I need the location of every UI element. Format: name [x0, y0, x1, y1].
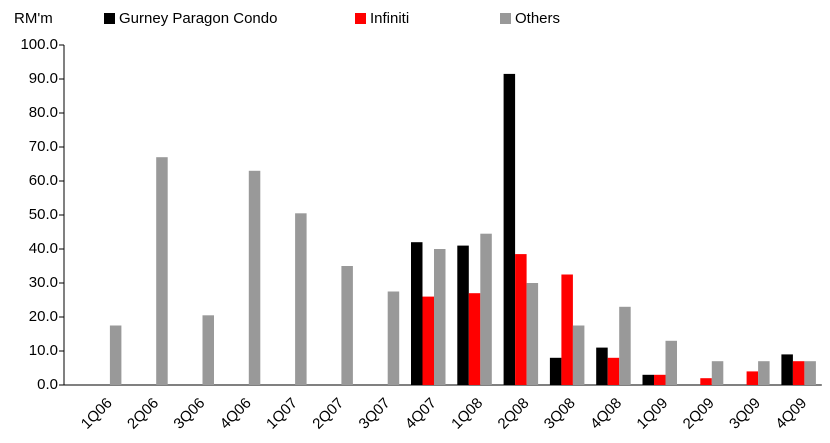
y-tick-label: 10.0: [29, 342, 58, 359]
y-tick-label: 30.0: [29, 274, 58, 291]
bar: [457, 245, 469, 385]
bar: [411, 242, 423, 385]
bar: [549, 357, 562, 385]
bar: [792, 361, 805, 385]
bar: [515, 254, 527, 385]
x-tick-label: 2Q09: [680, 395, 718, 433]
bar: [700, 378, 712, 385]
bar: [434, 249, 446, 385]
x-tick-label: 4Q07: [402, 395, 440, 433]
x-tick-label: 3Q09: [726, 395, 764, 433]
legend-swatch: [104, 13, 115, 24]
x-tick-label: 3Q07: [356, 395, 394, 433]
x-tick-label: 1Q08: [448, 395, 486, 433]
x-tick-label: 2Q07: [309, 395, 347, 433]
bar: [746, 371, 759, 385]
x-tick-label: 2Q06: [124, 395, 162, 433]
bar: [711, 361, 724, 385]
bar: [654, 374, 666, 385]
y-tick-label: 100.0: [20, 36, 58, 53]
bar: [387, 291, 400, 385]
x-tick-label: 3Q08: [541, 395, 579, 433]
bar: [758, 361, 770, 385]
bar: [295, 213, 307, 385]
bar: [341, 266, 353, 385]
x-tick-label: 4Q06: [217, 395, 255, 433]
legend-label: Gurney Paragon Condo: [119, 10, 277, 27]
legend-swatch: [355, 13, 366, 24]
bar: [642, 374, 654, 385]
y-tick-label: 80.0: [29, 104, 58, 121]
bar: [596, 347, 608, 385]
bar: [619, 306, 631, 385]
bar: [561, 274, 573, 385]
y-tick-label: 70.0: [29, 138, 58, 155]
bar: [665, 340, 677, 385]
bar: [468, 293, 481, 385]
legend-swatch: [500, 13, 511, 24]
bar: [607, 357, 620, 385]
x-tick-label: 2Q08: [495, 395, 533, 433]
bar: [572, 325, 585, 385]
x-tick-label: 1Q09: [633, 395, 671, 433]
bar: [109, 325, 122, 385]
x-tick-label: 1Q06: [78, 395, 116, 433]
bar: [804, 361, 816, 385]
x-tick-label: 3Q06: [170, 395, 208, 433]
bar: [202, 315, 214, 385]
bar: [480, 233, 492, 385]
y-tick-label: 20.0: [29, 308, 58, 325]
y-tick-label: 0.0: [37, 376, 58, 393]
legend-label: Others: [515, 10, 560, 27]
bar: [248, 170, 261, 385]
bar: [503, 73, 516, 386]
y-tick-label: 50.0: [29, 206, 58, 223]
x-tick-label: 4Q09: [772, 395, 810, 433]
bar: [422, 296, 434, 385]
bar: [156, 157, 168, 385]
x-tick-label: 4Q08: [587, 395, 625, 433]
bar: [526, 283, 539, 385]
y-tick-label: 90.0: [29, 70, 58, 87]
legend-label: Infiniti: [370, 10, 409, 27]
y-tick-label: 60.0: [29, 172, 58, 189]
y-unit: RM'm: [14, 10, 53, 27]
bar: [781, 354, 793, 385]
x-tick-label: 1Q07: [263, 395, 301, 433]
y-tick-label: 40.0: [29, 240, 58, 257]
